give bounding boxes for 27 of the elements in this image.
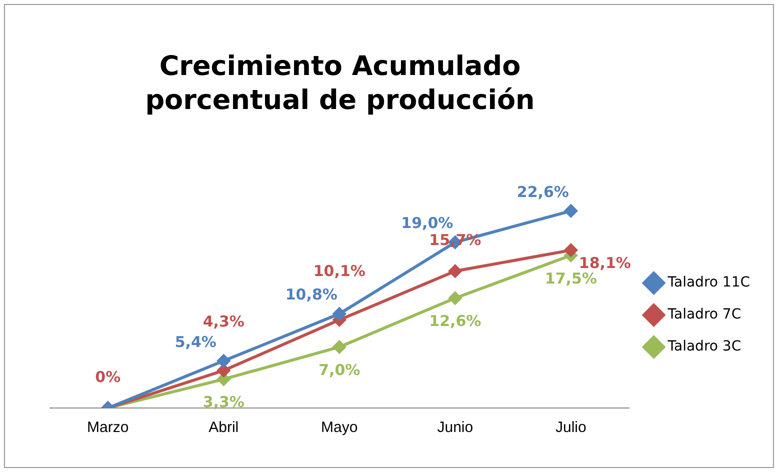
point (564, 204, 578, 218)
data-label: 0% (95, 368, 121, 386)
data-label: 3,3% (202, 393, 244, 412)
x-tick-label: Julio (555, 419, 586, 436)
x-tick-label: Marzo (87, 419, 129, 436)
point (217, 364, 230, 378)
data-label: 22,6% (516, 182, 569, 201)
legend-label: Taladro 7C (666, 306, 742, 323)
legend-label: Taladro 3C (666, 338, 742, 355)
legend-label: Taladro 11C (666, 274, 750, 291)
point (332, 307, 346, 320)
data-label: 5,4% (174, 332, 216, 351)
point (448, 264, 462, 278)
data-label: 19,0% (401, 214, 454, 232)
data-label: 10,1% (313, 262, 366, 280)
point (217, 354, 230, 368)
x-tick-label: Mayo (321, 419, 358, 436)
x-tick-label: Abril (208, 419, 239, 436)
data-label: 4,3% (202, 312, 244, 330)
data-label: 12,6% (429, 312, 482, 330)
x-tick-label: Junio (437, 419, 474, 436)
point (448, 292, 462, 305)
chart-title: Crecimiento Acumulado porcentual de producción (144, 50, 536, 118)
data-label: 7,0% (318, 360, 360, 379)
point (564, 244, 578, 257)
point (332, 340, 346, 354)
data-label: 10,8% (285, 286, 338, 304)
